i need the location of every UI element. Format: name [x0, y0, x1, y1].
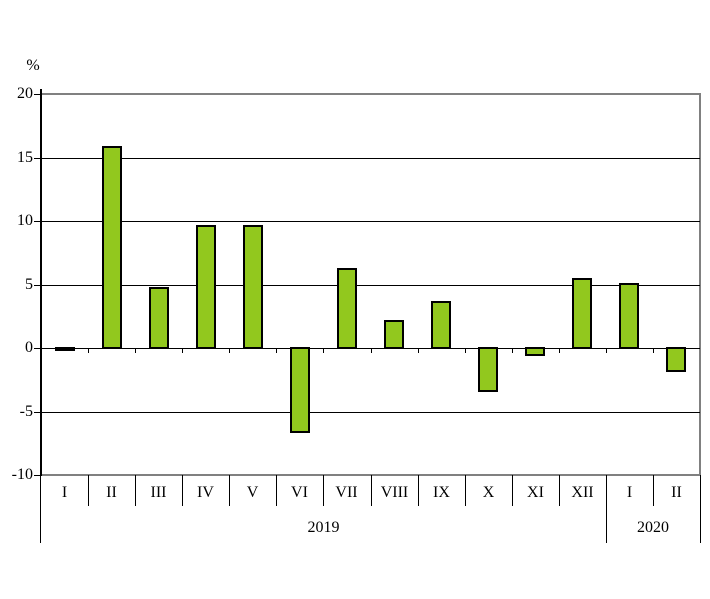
y-axis-unit-label: %: [26, 57, 40, 74]
x-tick-mark: [229, 348, 230, 353]
bar: [619, 283, 639, 349]
plot-frame-top: [41, 93, 700, 95]
x-tick-mark: [371, 348, 372, 353]
y-tick-label: 0: [25, 339, 33, 356]
bar: [243, 225, 263, 349]
month-label: VI: [291, 484, 308, 501]
month-separator: [276, 475, 277, 506]
month-label: X: [482, 484, 495, 501]
month-label: IX: [433, 484, 450, 501]
y-tick-label: 20: [17, 85, 33, 102]
y-tick-mark: [34, 94, 40, 95]
x-tick-mark: [559, 348, 560, 353]
month-label: XII: [571, 484, 594, 501]
month-separator: [229, 475, 230, 506]
month-separator: [135, 475, 136, 506]
month-separator: [418, 475, 419, 506]
y-tick-mark: [34, 412, 40, 413]
month-label: V: [246, 484, 259, 501]
gridline: [41, 285, 700, 286]
month-label: VIII: [380, 484, 409, 501]
month-label: IV: [197, 484, 214, 501]
y-tick-mark: [34, 221, 40, 222]
bar: [525, 347, 545, 356]
y-tick-mark: [34, 285, 40, 286]
year-label: 2020: [637, 519, 669, 536]
bar: [290, 347, 310, 433]
gridline: [41, 348, 700, 349]
gridline: [41, 221, 700, 222]
x-tick-mark: [182, 348, 183, 353]
x-tick-mark: [135, 348, 136, 353]
month-label: I: [626, 484, 633, 501]
bar: [384, 320, 404, 349]
y-tick-mark: [34, 348, 40, 349]
month-separator: [323, 475, 324, 506]
month-label: II: [106, 484, 117, 501]
bar: [196, 225, 216, 349]
y-tick-mark: [34, 158, 40, 159]
month-separator: [653, 475, 654, 506]
month-separator: [371, 475, 372, 506]
year-separator: [606, 475, 607, 543]
gridline: [41, 412, 700, 413]
bar: [572, 278, 592, 349]
x-tick-mark: [465, 348, 466, 353]
x-tick-mark: [276, 348, 277, 353]
x-tick-mark: [418, 348, 419, 353]
bar: [431, 301, 451, 349]
month-separator: [88, 475, 89, 506]
month-separator: [465, 475, 466, 506]
y-axis-line: [40, 89, 42, 476]
month-label: III: [150, 484, 167, 501]
bar: [149, 287, 169, 349]
month-separator: [559, 475, 560, 506]
plot-frame-bottom: [41, 474, 700, 476]
y-tick-label: 15: [17, 149, 33, 166]
bar: [55, 347, 75, 351]
month-label: I: [61, 484, 68, 501]
x-tick-mark: [606, 348, 607, 353]
y-tick-label: 5: [25, 276, 33, 293]
month-separator: [182, 475, 183, 506]
month-label: VII: [335, 484, 358, 501]
x-tick-mark: [88, 348, 89, 353]
year-separator: [700, 475, 701, 543]
y-tick-label: -10: [11, 466, 33, 483]
x-tick-mark: [323, 348, 324, 353]
y-tick-mark: [34, 475, 40, 476]
month-label: XI: [527, 484, 544, 501]
y-tick-label: -5: [19, 403, 33, 420]
year-separator: [40, 475, 41, 543]
x-tick-mark: [512, 348, 513, 353]
month-separator: [512, 475, 513, 506]
y-tick-label: 10: [17, 212, 33, 229]
month-label: II: [671, 484, 682, 501]
bar: [102, 146, 122, 349]
bar: [478, 347, 498, 392]
plot-frame-right: [699, 93, 701, 476]
x-tick-mark: [653, 348, 654, 353]
gridline: [41, 158, 700, 159]
bar: [337, 268, 357, 349]
year-label: 2019: [307, 519, 340, 536]
bar: [666, 347, 686, 372]
